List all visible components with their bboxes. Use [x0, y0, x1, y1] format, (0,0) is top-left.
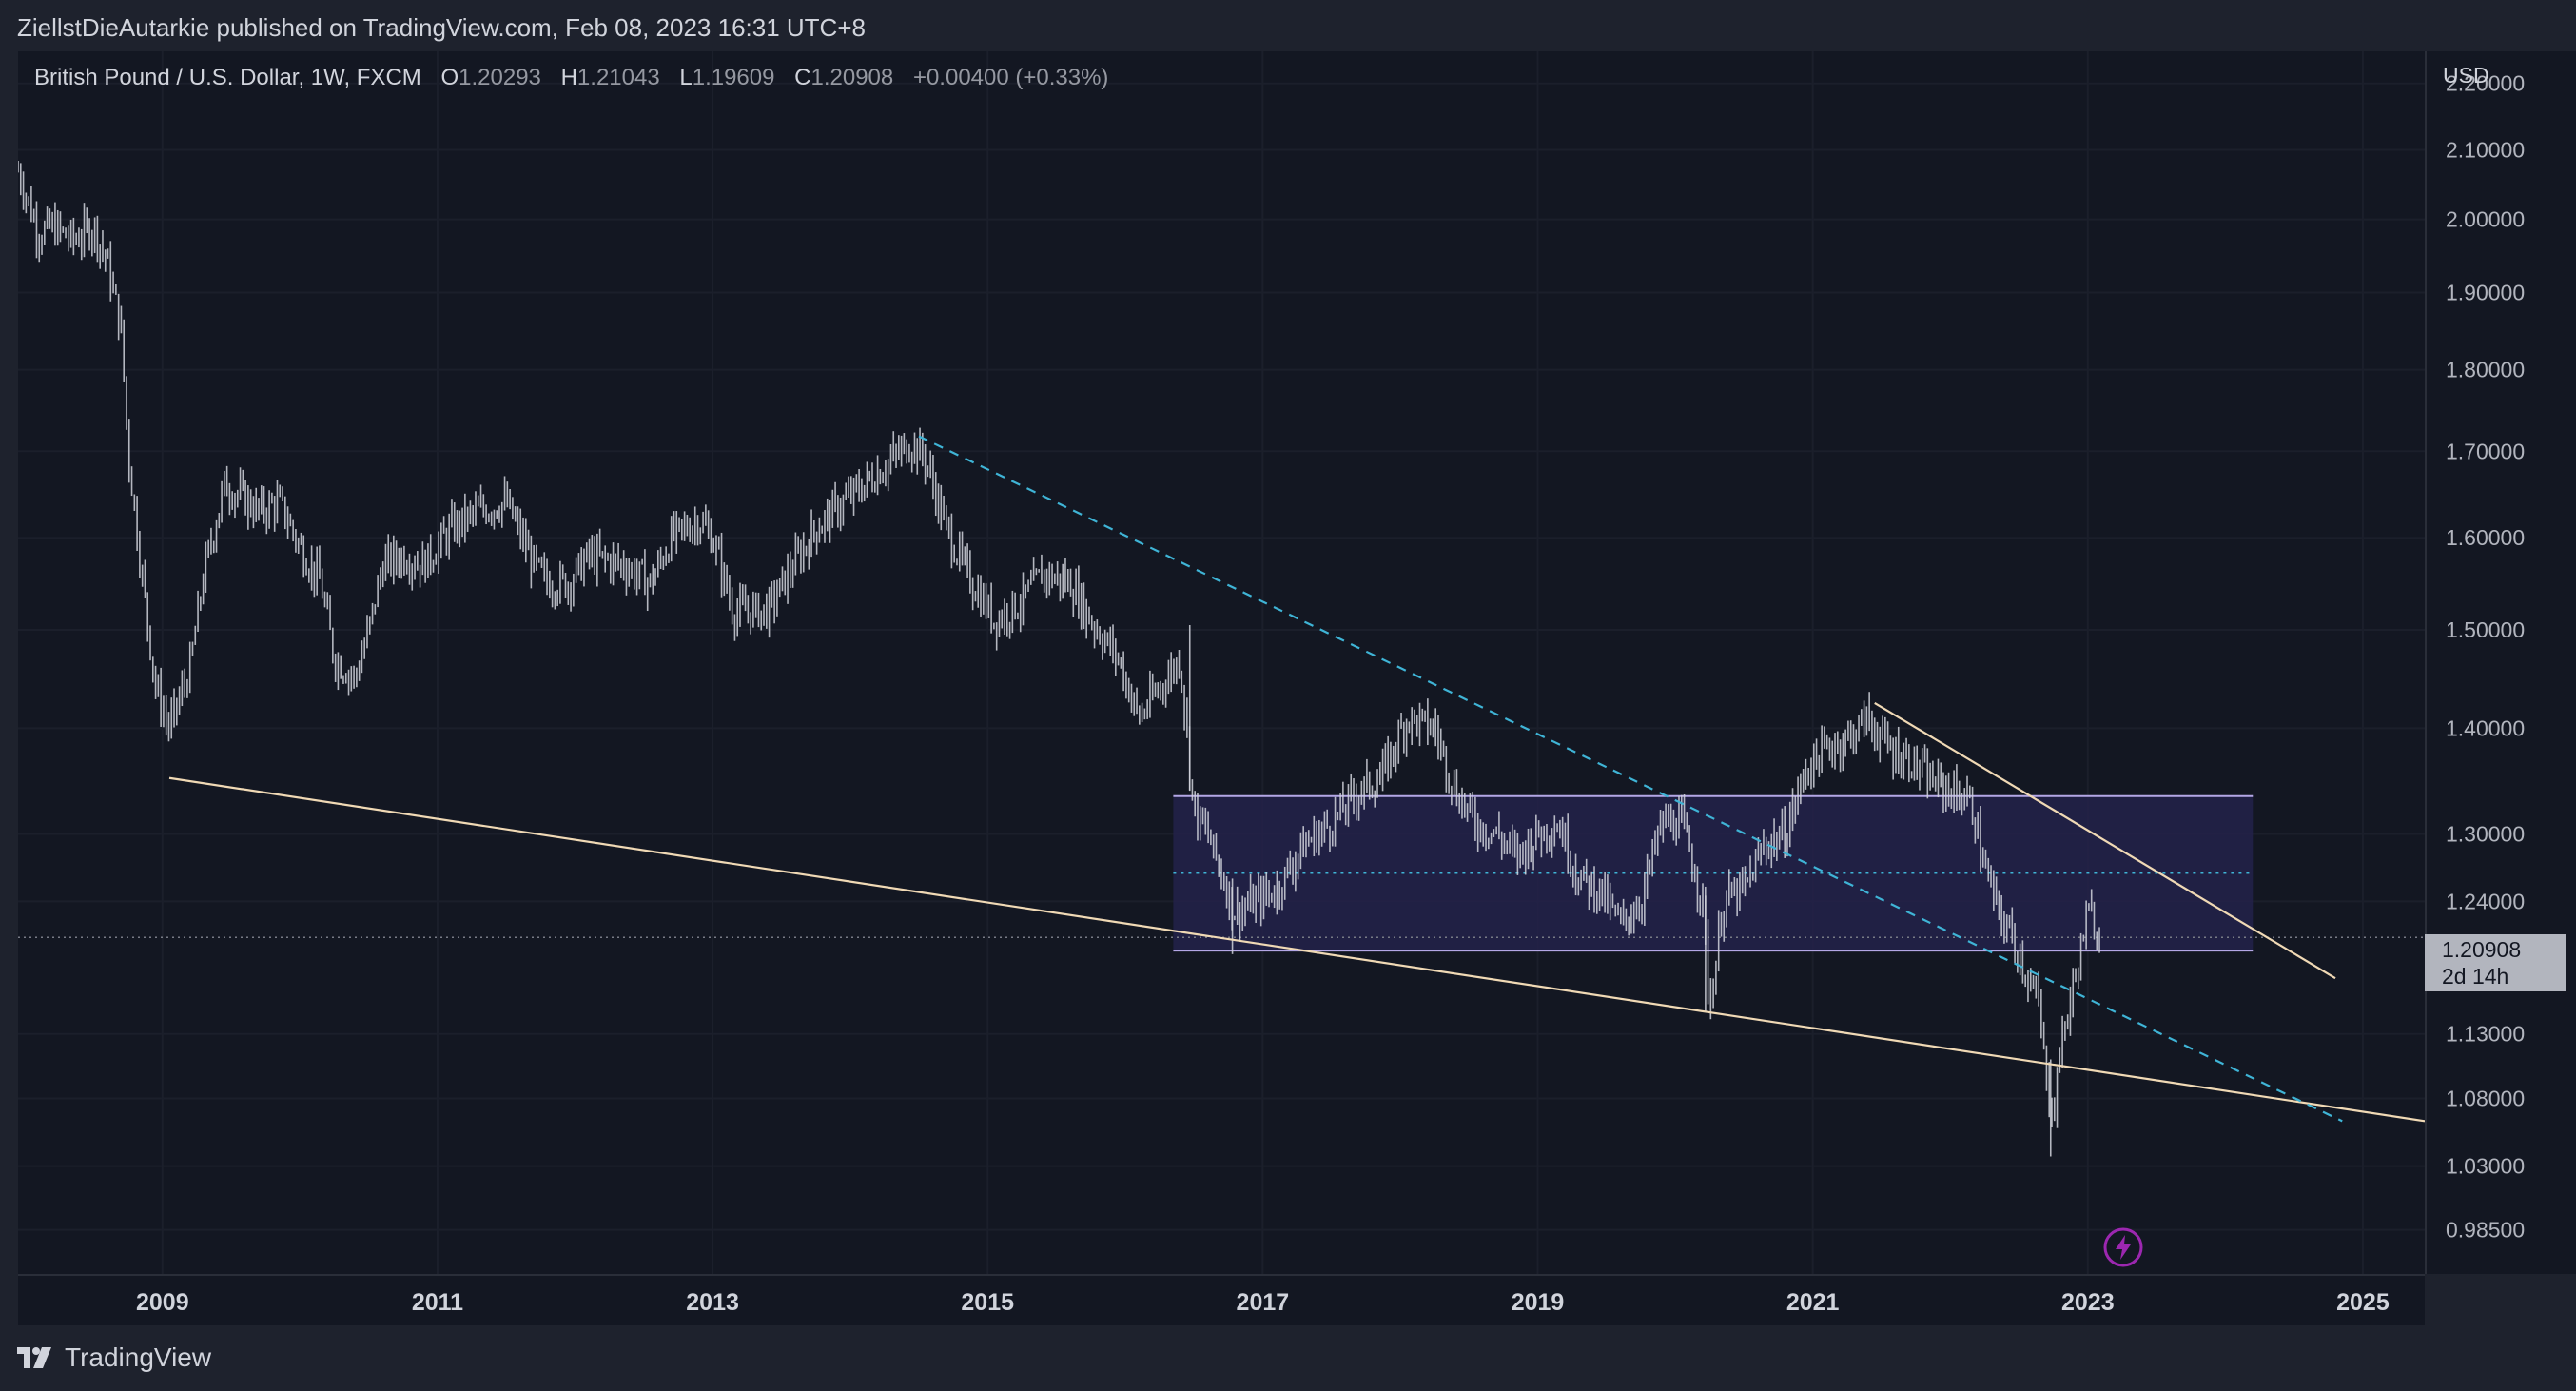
chart-svg [18, 51, 2425, 1274]
time-tick-label: 2023 [2061, 1289, 2115, 1316]
legend-close: 1.20908 [810, 65, 894, 90]
publisher-header: ZiellstDieAutarkie published on TradingV… [0, 0, 2576, 51]
price-tick-label: 1.08000 [2446, 1087, 2525, 1111]
price-tick-label: 2.20000 [2446, 71, 2525, 96]
time-tick-label: 2019 [1512, 1289, 1565, 1316]
price-axis[interactable]: 2.20000 2.10000 2.00000 1.90000 1.80000 1.700… [2425, 51, 2576, 1274]
time-tick-label: 2017 [1237, 1289, 1290, 1316]
time-tick-label: 2009 [136, 1289, 189, 1316]
legend-open: 1.20293 [459, 65, 541, 90]
price-tick-label: 2.10000 [2446, 137, 2525, 162]
price-tick-label: 1.40000 [2446, 715, 2525, 740]
symbol-legend: British Pound / U.S. Dollar, 1W, FXCM O1… [34, 65, 1108, 91]
price-tick-label: 1.70000 [2446, 439, 2525, 463]
support-trendline [168, 776, 2425, 1123]
price-tick-label: 1.80000 [2446, 358, 2525, 382]
legend-low-label: L [679, 65, 693, 90]
price-bars [18, 160, 2100, 1157]
legend-low: 1.19609 [692, 65, 775, 90]
price-tick-label: 1.50000 [2446, 617, 2525, 642]
time-tick-label: 2025 [2336, 1289, 2390, 1316]
price-tick-label: 1.24000 [2446, 889, 2525, 913]
price-tick-label: 1.60000 [2446, 525, 2525, 550]
support-trendline [1874, 701, 2336, 980]
legend-open-label: O [440, 65, 459, 90]
dashed-trendline [918, 435, 2343, 1123]
price-tick-label: 2.00000 [2446, 207, 2525, 232]
price-tick-label: 1.90000 [2446, 281, 2525, 305]
time-tick-label: 2011 [412, 1289, 463, 1316]
legend-symbol: British Pound / U.S. Dollar, 1W, FXCM [34, 65, 421, 90]
time-axis[interactable]: 2009 2011 2013 2015 2017 2019 2021 2023 2025 [18, 1274, 2425, 1327]
time-tick-label: 2015 [961, 1289, 1014, 1316]
brand-name: TradingView [65, 1342, 212, 1372]
footer: TradingView [0, 1325, 2576, 1391]
brand[interactable]: TradingView [17, 1342, 211, 1373]
price-tick-label: 1.03000 [2446, 1154, 2525, 1179]
legend-high: 1.21043 [576, 65, 660, 90]
tradingview-logo-icon [17, 1347, 51, 1368]
price-axis-svg: 2.20000 2.10000 2.00000 1.90000 1.80000 1.700… [2446, 71, 2525, 1243]
price-tick-label: 1.13000 [2446, 1022, 2525, 1047]
time-tick-label: 2021 [1786, 1289, 1840, 1316]
publisher-line: ZiellstDieAutarkie published on TradingV… [17, 13, 866, 42]
legend-close-label: C [794, 65, 811, 90]
legend-change: +0.00400 (+0.33%) [912, 65, 1109, 90]
chart-pane[interactable] [18, 51, 2425, 1274]
legend-high-label: H [560, 65, 577, 90]
last-price-value: 1.20908 [2442, 937, 2522, 962]
price-tick-label: 1.30000 [2446, 822, 2525, 847]
currency-label[interactable]: USD [2443, 63, 2489, 88]
time-tick-label: 2013 [686, 1289, 739, 1316]
flash-icon[interactable] [2102, 1226, 2144, 1268]
price-tick-label: 0.98500 [2446, 1218, 2525, 1243]
time-axis-svg: 2009 2011 2013 2015 2017 2019 2021 2023 2025 [136, 1289, 2390, 1316]
bar-countdown: 2d 14h [2442, 964, 2509, 989]
last-price-tag: 1.20908 2d 14h [2425, 934, 2566, 991]
